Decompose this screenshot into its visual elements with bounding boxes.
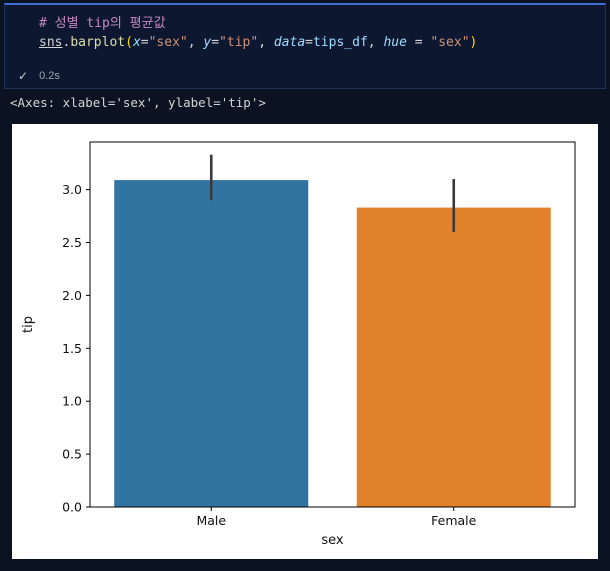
code-token-variable: tips_df bbox=[312, 35, 368, 50]
bar-chart: 0.0 0.5 1.0 1.5 2.0 2.5 3.0 Male Female sex tip bbox=[21, 141, 576, 548]
code-line: sns.barplot(x="sex", y="tip", data=tips_… bbox=[39, 33, 599, 52]
cell-text-output: <Axes: xlabel='sex', ylabel='tip'> bbox=[10, 95, 266, 110]
code-token-plain: = bbox=[211, 35, 220, 50]
code-token-plain: , bbox=[367, 35, 384, 50]
code-token-module: sns bbox=[39, 35, 63, 50]
code-token-param: x bbox=[132, 35, 141, 50]
execution-duration: 0.2s bbox=[39, 70, 60, 82]
code-token-string: "sex" bbox=[430, 35, 470, 50]
code-token-bracket: ) bbox=[469, 35, 478, 50]
y-tick-label: 0.5 bbox=[62, 447, 82, 462]
y-tick-label: 1.5 bbox=[62, 341, 82, 356]
code-line: # 성별 tip의 평균값 bbox=[39, 14, 599, 33]
code-token-param: y bbox=[203, 35, 212, 50]
notebook-code-cell[interactable]: # 성별 tip의 평균값 sns.barplot(x="sex", y="tip… bbox=[4, 3, 606, 89]
y-tick-label: 0.0 bbox=[62, 500, 82, 515]
figure-output: 0.0 0.5 1.0 1.5 2.0 2.5 3.0 Male Female sex tip bbox=[12, 124, 598, 559]
x-axis-label: sex bbox=[321, 533, 344, 548]
x-tick-label: Male bbox=[196, 513, 226, 528]
code-token-plain: = bbox=[406, 35, 431, 50]
y-tick-label: 2.5 bbox=[62, 235, 82, 250]
success-check-icon: ✓ bbox=[18, 69, 29, 83]
y-tick-label: 1.0 bbox=[62, 394, 82, 409]
x-tick-label: Female bbox=[431, 513, 477, 528]
code-token-plain: . bbox=[62, 35, 71, 50]
code-token-string: "sex" bbox=[148, 35, 188, 50]
code-token-function: barplot bbox=[70, 35, 126, 50]
bar-female bbox=[356, 207, 551, 507]
code-token-plain: = bbox=[140, 35, 149, 50]
code-token-plain: = bbox=[305, 35, 313, 50]
code-token-comment: # 성별 tip의 평균값 bbox=[39, 16, 166, 31]
code-editor[interactable]: # 성별 tip의 평균값 sns.barplot(x="sex", y="tip… bbox=[5, 5, 605, 52]
y-tick-label: 2.0 bbox=[62, 288, 82, 303]
cell-execution-status: ✓ 0.2s bbox=[18, 69, 60, 83]
code-token-bracket: ( bbox=[125, 35, 133, 50]
axes-spines bbox=[89, 141, 576, 508]
code-token-param: hue bbox=[383, 35, 407, 50]
y-tick-label: 3.0 bbox=[62, 182, 82, 197]
code-token-plain: , bbox=[187, 35, 204, 50]
code-token-string: "tip" bbox=[219, 35, 259, 50]
bar-male bbox=[114, 180, 309, 507]
y-axis-label: tip bbox=[21, 316, 36, 333]
code-token-plain: , bbox=[258, 35, 274, 50]
code-token-param: data bbox=[273, 35, 306, 50]
